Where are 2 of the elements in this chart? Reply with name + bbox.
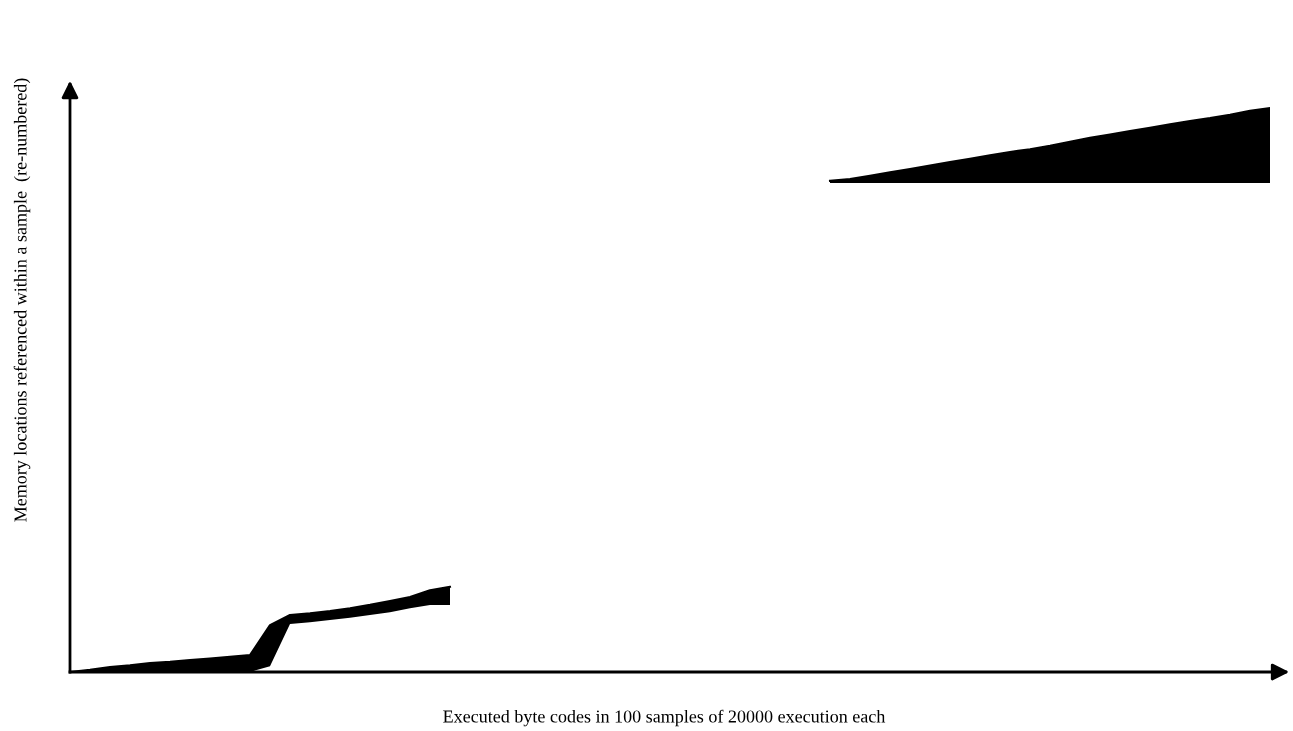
x-axis-title: Executed byte codes in 100 samples of 20000 execution each xyxy=(443,709,886,727)
y-axis-title: Memory locations referenced within a sample (re-numbered) xyxy=(13,78,31,522)
